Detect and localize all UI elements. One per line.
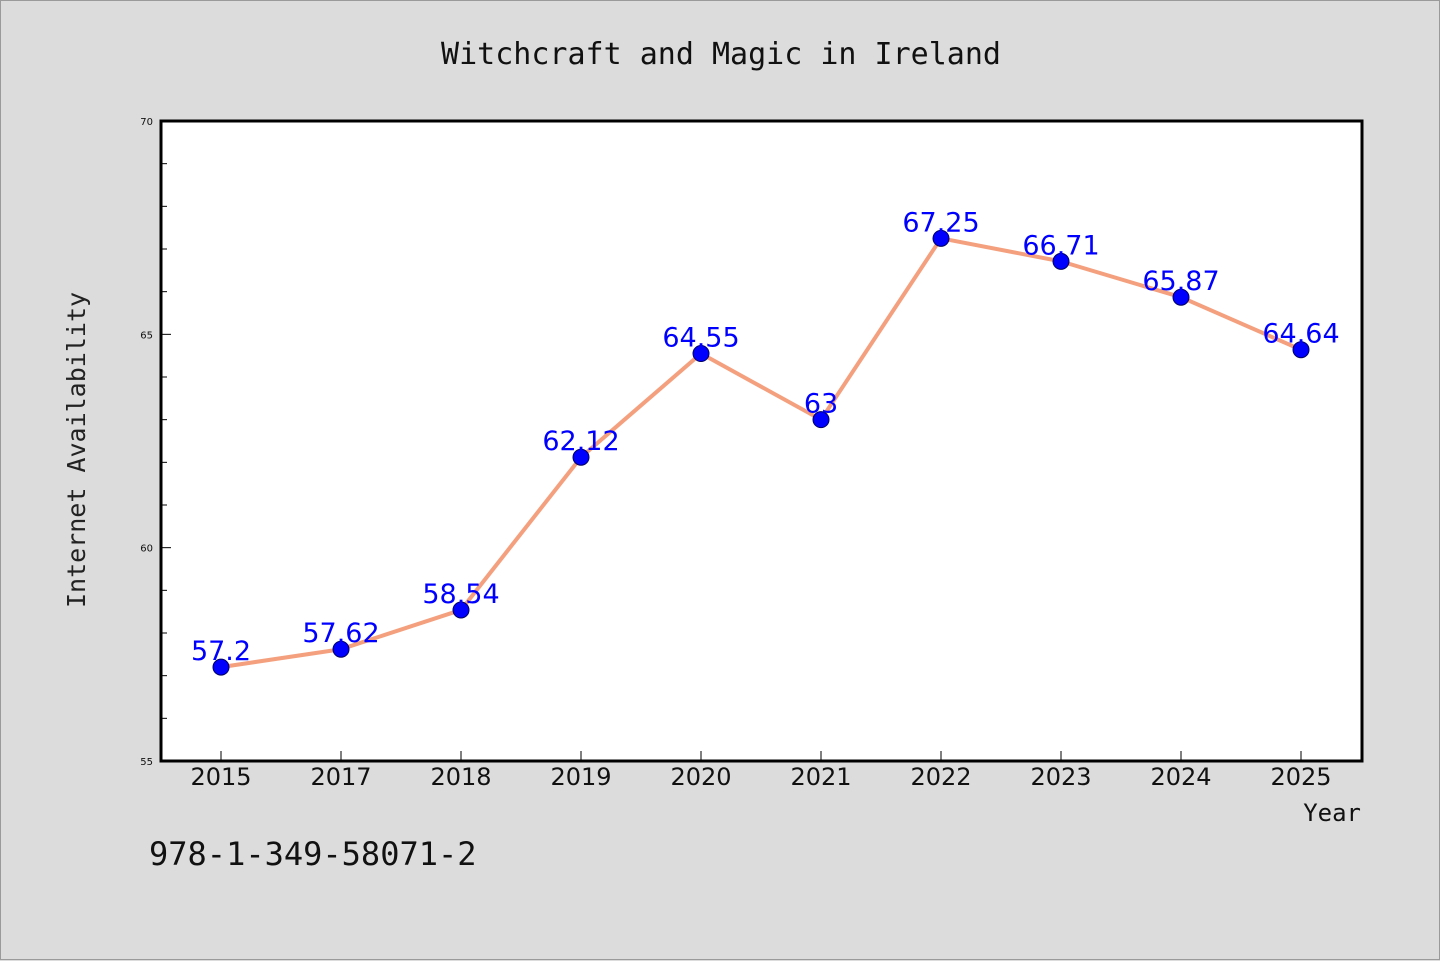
data-label: 63 — [804, 389, 838, 420]
data-label: 57.2 — [191, 636, 251, 667]
data-label: 67.25 — [902, 207, 979, 238]
data-point — [932, 229, 950, 247]
isbn-text: 978-1-349-58071-2 — [149, 835, 477, 873]
series-line-group — [219, 236, 1303, 670]
data-point — [572, 448, 590, 466]
x-tick-label: 2021 — [790, 763, 851, 791]
x-axis-label: Year — [1303, 799, 1361, 827]
data-label: 64.55 — [662, 323, 739, 354]
y-tick-label: 70 — [140, 117, 153, 128]
data-point — [812, 411, 830, 429]
chart-title: Witchcraft and Magic in Ireland — [441, 37, 1001, 72]
data-label: 65.87 — [1142, 266, 1219, 297]
data-points — [212, 229, 1310, 676]
data-label: 62.12 — [542, 426, 619, 457]
x-tick-label: 2015 — [190, 763, 251, 791]
x-tick-label: 2022 — [910, 763, 971, 791]
data-label: 58.54 — [422, 579, 499, 610]
x-tick-label: 2023 — [1030, 763, 1091, 791]
x-tick-label: 2019 — [550, 763, 611, 791]
data-label: 66.71 — [1022, 230, 1099, 261]
data-point — [1052, 252, 1070, 270]
data-point — [332, 640, 350, 658]
x-tick-label: 2025 — [1270, 763, 1331, 791]
x-tick-label: 2017 — [310, 763, 371, 791]
y-tick-label: 60 — [140, 544, 153, 555]
x-tick-label: 2024 — [1150, 763, 1211, 791]
data-label: 57.62 — [302, 618, 379, 649]
data-point — [1292, 341, 1310, 359]
y-tick-label: 55 — [140, 757, 153, 768]
data-point — [452, 601, 470, 619]
y-axis-label: Internet Availability — [62, 292, 91, 608]
data-labels: 57.2 57.62 58.54 62.12 64.55 63 67.25 66.71 65.8… — [191, 207, 1340, 667]
y-tick-label: 65 — [140, 330, 153, 341]
data-point — [212, 658, 230, 676]
plot-border — [159, 119, 1364, 763]
data-point — [692, 345, 710, 363]
x-axis-ticks: 2015 2017 2018 2019 2020 2021 2022 2023 2024 2025 — [190, 751, 1332, 791]
x-tick-label: 2020 — [670, 763, 731, 791]
x-tick-label: 2018 — [430, 763, 491, 791]
data-label: 64.64 — [1262, 319, 1339, 350]
series-line — [219, 236, 1303, 670]
data-point — [1172, 288, 1190, 306]
plot-area — [161, 121, 1362, 761]
